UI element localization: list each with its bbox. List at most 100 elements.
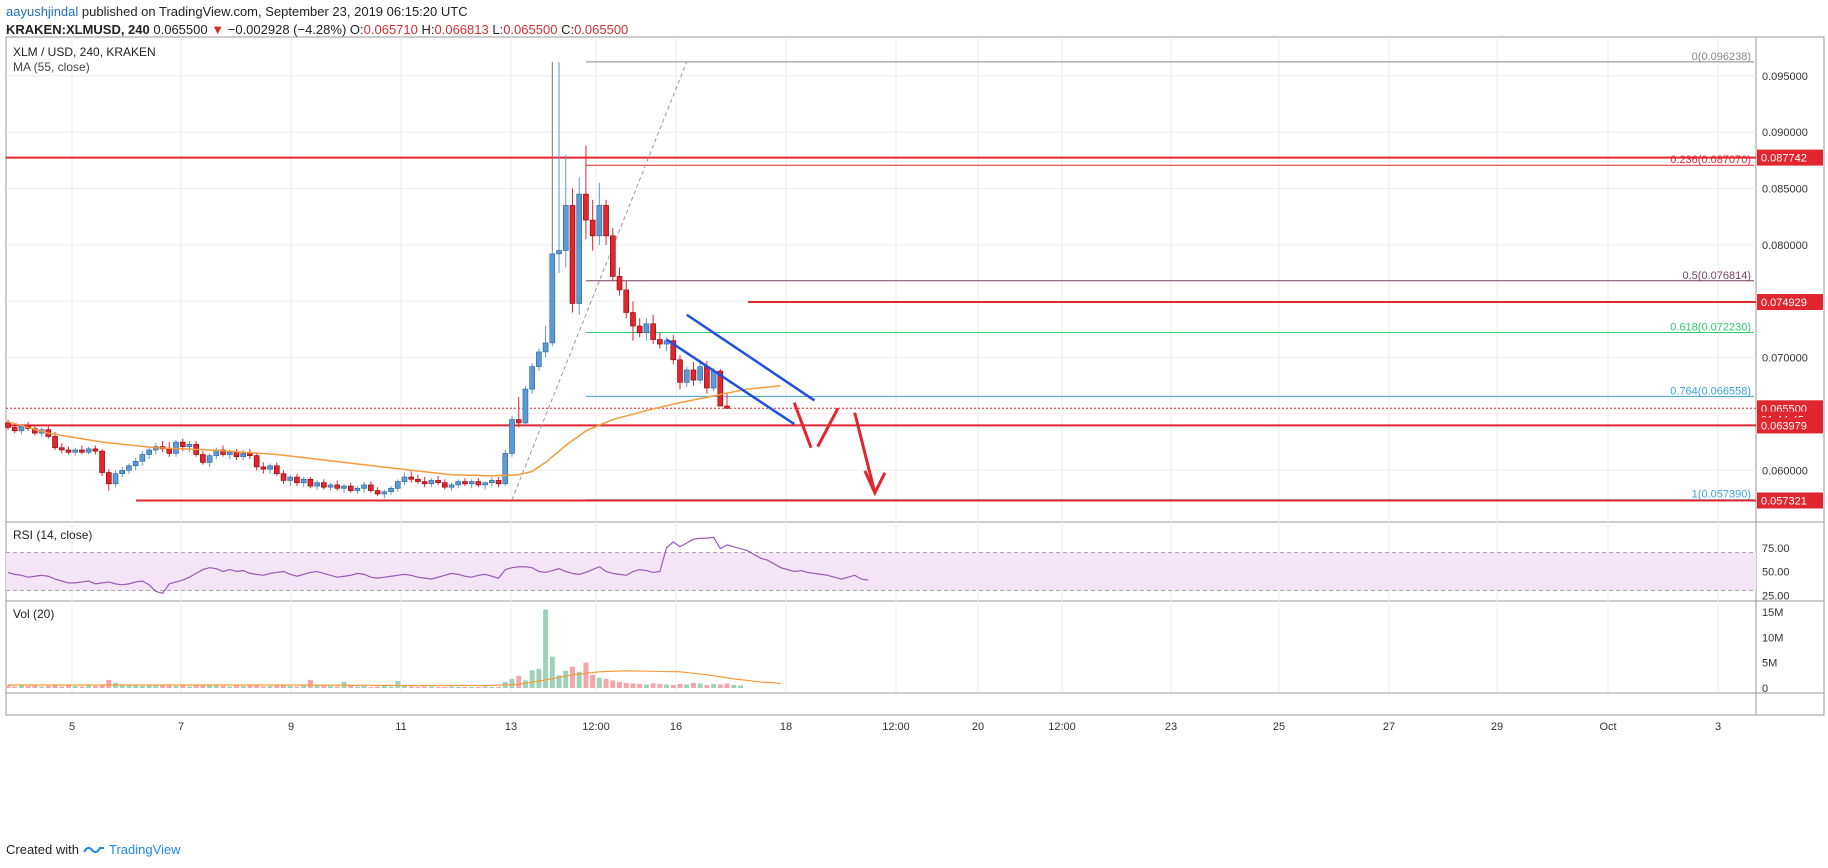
volume-bar: [455, 686, 461, 688]
candle-body: [643, 323, 650, 334]
volume-bar: [200, 685, 206, 688]
projection-arrow-line: [816, 407, 840, 448]
candle-body: [603, 205, 609, 237]
ma-line: [7, 385, 781, 477]
x-tick-label: 16: [670, 721, 682, 733]
candle-body: [361, 484, 367, 489]
candle-body: [139, 454, 146, 462]
price-change: −0.002928 (−4.28%): [227, 22, 347, 37]
volume-bar: [294, 686, 300, 688]
volume-bar: [233, 685, 239, 688]
candle-body: [327, 484, 334, 488]
candle-body: [267, 465, 273, 470]
y-tick-label: 0.095000: [1762, 71, 1808, 83]
volume-bar: [496, 686, 502, 688]
candle-body: [462, 481, 468, 485]
fib-level-label: 1(0.057390): [1692, 489, 1751, 501]
candle-body: [18, 426, 25, 432]
candle-body: [334, 484, 341, 489]
vol-y-tick-label: 0: [1762, 683, 1768, 695]
volume-bar: [415, 686, 421, 688]
tradingview-link[interactable]: TradingView: [108, 842, 181, 857]
tradingview-logo-icon: [83, 846, 104, 853]
volume-bar: [314, 684, 320, 688]
volume-bar: [328, 685, 334, 688]
price-tag: [1757, 417, 1823, 434]
main-pane-title: XLM / USD, 240, KRAKEN: [13, 45, 156, 59]
footer: Created with TradingView: [6, 842, 181, 857]
vol-y-tick-label: 10M: [1762, 632, 1783, 644]
x-tick-label: 23: [1165, 721, 1177, 733]
volume-bar: [247, 684, 253, 688]
volume-bar: [5, 685, 11, 688]
candle-body: [408, 476, 415, 480]
candle-body: [542, 342, 549, 353]
candle-body: [200, 454, 206, 463]
volume-bar: [690, 682, 696, 688]
volume-bar: [368, 686, 374, 688]
channel-line: [665, 338, 795, 426]
candle-body: [220, 449, 226, 455]
candle-body: [589, 219, 596, 237]
candle-body: [630, 312, 636, 327]
candle-body: [724, 405, 730, 409]
volume-bar: [254, 685, 260, 688]
candle-body: [260, 466, 267, 470]
volume-bar: [569, 666, 575, 688]
candle-body: [354, 488, 361, 491]
volume-bar: [119, 684, 125, 688]
candle-body: [609, 235, 616, 277]
candle-body: [146, 449, 152, 455]
fib-level-label: 0.764(0.066558): [1670, 385, 1751, 397]
volume-bar: [99, 684, 105, 688]
candle-body: [119, 469, 126, 474]
volume-bar: [227, 686, 233, 688]
candle-body: [636, 325, 643, 334]
candle-body: [58, 447, 65, 451]
publish-text: published on TradingView.com, September …: [81, 4, 468, 19]
candle-body: [112, 473, 119, 485]
candle-body: [509, 419, 515, 454]
volume-bar: [381, 685, 387, 688]
candle-body: [495, 480, 502, 485]
volume-bar: [684, 684, 690, 688]
volume-bar: [596, 677, 602, 688]
volume-bar: [301, 685, 307, 688]
volume-bar: [462, 686, 468, 688]
candle-body: [314, 482, 320, 487]
price-tag-label: 0.087742: [1761, 153, 1807, 165]
author-link[interactable]: aayushjindal: [6, 4, 79, 19]
volume-bar: [408, 686, 414, 688]
volume-bar: [489, 686, 495, 688]
volume-bar: [146, 685, 152, 688]
y-tick-label: 0.080000: [1762, 240, 1808, 252]
y-tick-label: 0.085000: [1762, 184, 1808, 196]
projection-arrow-line: [853, 412, 877, 494]
y-tick-label: 0.090000: [1762, 127, 1808, 139]
created-with-text: Created with: [6, 842, 79, 857]
volume-bar: [25, 685, 31, 688]
candle-body: [717, 370, 724, 407]
volume-bar: [287, 685, 293, 688]
volume-bar: [281, 684, 287, 688]
candle-body: [441, 482, 448, 488]
x-tick-label: Oct: [1599, 721, 1616, 733]
volume-bar: [610, 680, 616, 688]
candle-body: [704, 366, 710, 389]
volume-bar: [590, 674, 596, 688]
candle-body: [132, 460, 139, 467]
candle-body: [415, 478, 421, 482]
volume-bar: [737, 685, 743, 688]
volume-bar: [180, 685, 186, 688]
candle-body: [5, 422, 11, 428]
volume-bar: [207, 684, 213, 688]
symbol-info: KRAKEN:XLMUSD, 240 0.065500 ▼ −0.002928 …: [6, 22, 628, 37]
candle-body: [569, 205, 576, 304]
volume-bar: [556, 675, 562, 688]
price-tag-label: 0.063979: [1761, 420, 1807, 432]
candle-body: [226, 451, 233, 455]
volume-bar: [563, 670, 569, 688]
volume-bar: [59, 686, 65, 688]
candle-body: [280, 473, 287, 481]
